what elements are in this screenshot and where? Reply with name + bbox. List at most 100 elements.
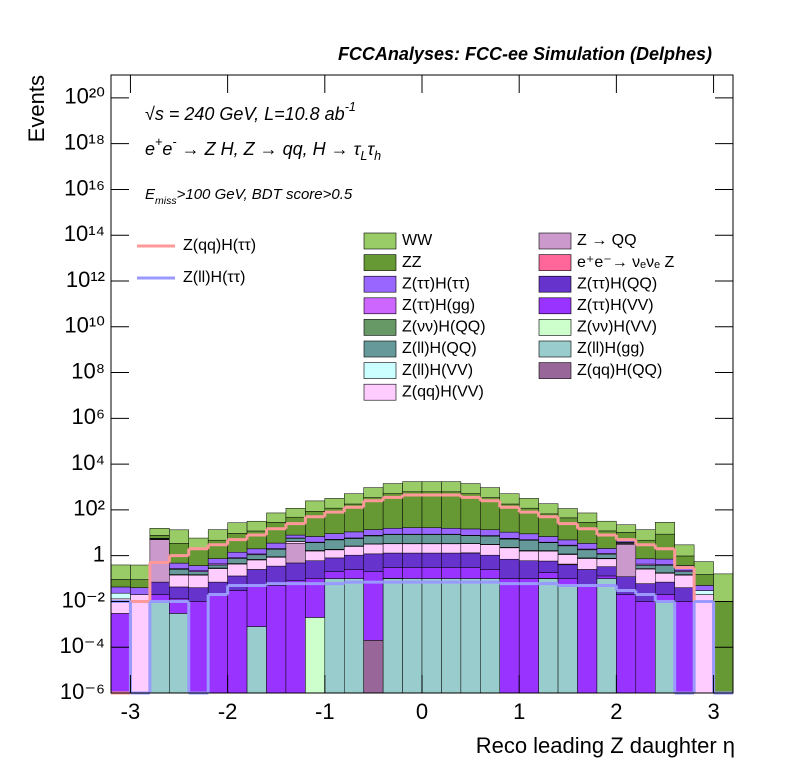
legend-swatch <box>363 297 397 315</box>
bar-segment <box>635 601 656 694</box>
bar-segment <box>324 498 345 509</box>
bar-segment <box>188 587 209 602</box>
bar-segment <box>188 571 209 575</box>
bar-segment <box>655 565 675 573</box>
legend-label: Z → QQ <box>577 232 637 249</box>
bar-segment <box>421 567 442 579</box>
x-tick-label: 0 <box>416 699 428 724</box>
bar-segment <box>227 590 248 694</box>
bar-segment <box>227 533 248 553</box>
x-tick-label: -1 <box>315 699 335 724</box>
annotation-part: -1 <box>345 100 356 114</box>
bar-segment <box>460 483 481 494</box>
bar-segment <box>402 567 423 579</box>
bar-segment <box>460 543 481 554</box>
bar-segment <box>402 491 423 528</box>
bar-segment <box>382 567 403 579</box>
legend-swatch <box>363 362 397 379</box>
bar-segment <box>149 601 170 694</box>
bar-segment <box>538 503 559 515</box>
bar-segment <box>266 522 287 544</box>
bar-segment <box>169 569 189 575</box>
bar-segment <box>402 481 423 493</box>
bar-segment <box>382 528 403 535</box>
bar-segment <box>480 554 500 570</box>
bar-segment <box>285 562 306 582</box>
bar-segment <box>246 585 267 627</box>
bar-segment <box>285 543 306 564</box>
bar-segment <box>207 558 228 565</box>
bar-segment <box>207 581 228 595</box>
annotation-part: miss <box>155 195 177 207</box>
bar-segment <box>635 568 656 584</box>
bar-segment <box>460 552 481 568</box>
legend-swatch <box>538 275 572 293</box>
bar-segment <box>246 559 267 570</box>
annotation-part: τ <box>367 139 375 159</box>
legend-swatch <box>363 254 397 271</box>
bar-segment <box>616 544 637 577</box>
bar-segment <box>207 568 228 583</box>
legend-label: Z(ττ)H(VV) <box>577 297 654 314</box>
bar-segment <box>713 573 734 602</box>
bar-segment <box>110 613 131 694</box>
bar-segment <box>635 539 656 560</box>
bar-segment <box>207 594 228 694</box>
bar-segment <box>557 585 578 694</box>
bar-segment <box>499 547 520 560</box>
bar-segment <box>110 564 131 580</box>
bar-segment <box>130 564 151 580</box>
bar-segment <box>305 560 326 579</box>
bar-segment <box>285 538 306 542</box>
annotation-part: >100 GeV, BDT score>0.5 <box>177 186 353 203</box>
bar-segment <box>557 539 578 546</box>
bar-segment <box>363 543 384 555</box>
legend-swatch <box>538 340 572 358</box>
bar-segment <box>421 481 442 493</box>
bar-segment <box>344 546 364 556</box>
bar-segment <box>538 578 559 694</box>
bar-segment <box>596 566 617 577</box>
legend-label: WW <box>402 232 433 249</box>
bar-segment <box>499 531 520 539</box>
bar-segment <box>460 578 481 694</box>
annotation: Emiss>100 GeV, BDT score>0.5 <box>145 186 353 207</box>
legend-label: Z(νν)H(QQ) <box>402 319 486 336</box>
bar-segment <box>149 528 170 536</box>
bar-segment <box>518 578 539 694</box>
bar-segment <box>421 552 442 568</box>
x-tick-label: 1 <box>513 699 525 724</box>
bar-segment <box>499 493 520 505</box>
legend-label: Z(ll)H(gg) <box>577 340 645 357</box>
bar-segment <box>169 574 189 588</box>
y-tick-label: 10¹² <box>66 267 105 292</box>
bar-segment <box>499 538 520 548</box>
legend-label: Z(ll)H(VV) <box>402 362 473 379</box>
bar-segment <box>538 560 559 573</box>
y-tick-label: 10⁻² <box>62 587 105 612</box>
bar-segment <box>538 572 559 579</box>
y-tick-label: 10⁸ <box>71 358 105 383</box>
bar-segment <box>363 487 384 498</box>
bar-segment <box>480 578 500 694</box>
bar-segment <box>421 491 442 528</box>
x-axis-label: Reco leading Z daughter η <box>476 733 735 758</box>
y-tick-label: 10⁻⁶ <box>60 679 105 704</box>
bar-segment <box>207 539 228 559</box>
bar-segment <box>188 601 209 694</box>
bar-segment <box>518 498 539 509</box>
bar-segment <box>402 543 423 554</box>
bar-segment <box>655 533 675 560</box>
legend-swatch <box>363 383 397 401</box>
bar-segment <box>577 549 598 559</box>
bar-segment <box>577 522 598 544</box>
bar-segment <box>266 542 287 549</box>
legend-swatch <box>363 275 397 293</box>
y-tick-label: 10⁶ <box>71 404 105 429</box>
bar-segment <box>402 578 423 694</box>
bar-segment <box>227 522 248 534</box>
bar-segment <box>441 528 462 535</box>
bar-segment <box>441 552 462 568</box>
y-tick-label: 10¹⁸ <box>64 129 105 154</box>
bar-segment <box>518 560 539 579</box>
